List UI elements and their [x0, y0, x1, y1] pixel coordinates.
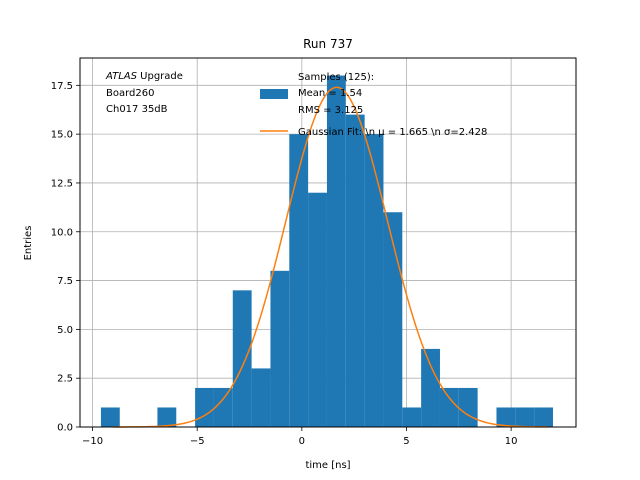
y-tick-label: 12.5: [51, 178, 73, 189]
x-axis-label: time [ns]: [305, 460, 350, 471]
histogram-bar: [251, 368, 271, 427]
y-axis-label: Entries: [23, 226, 34, 261]
x-tick-label: −10: [82, 436, 103, 447]
fit-curve-group: [113, 86, 549, 428]
legend-samples-patch: [260, 89, 288, 99]
histogram-bar: [289, 134, 309, 427]
annotation-italic: ATLAS: [105, 71, 138, 82]
histogram-bars: [100, 75, 553, 428]
histogram-bar: [364, 134, 384, 427]
y-tick-label: 2.5: [57, 374, 73, 385]
y-tick-label: 17.5: [51, 81, 73, 92]
legend-samples-line-2: Mean = 1.54: [298, 88, 362, 99]
atlas-annotation: ATLAS Upgrade Board260 Ch017 35dB: [105, 71, 183, 115]
histogram-bar: [326, 75, 346, 428]
annotation-line-3: Ch017 35dB: [106, 104, 168, 115]
plot-frame: [79, 57, 577, 428]
x-tick-label: 0: [299, 436, 305, 447]
x-tick-label: 10: [505, 436, 518, 447]
gaussian-fit-curve: [113, 86, 549, 428]
legend: Samples (125): Mean = 1.54 RMS = 3.125 G…: [260, 72, 487, 138]
histogram-bar: [421, 348, 440, 427]
histogram-bar: [534, 407, 553, 427]
y-tick-label: 10.0: [51, 227, 73, 238]
histogram-bar: [496, 407, 516, 427]
histogram-bar: [100, 407, 120, 427]
x-tick-label: −5: [190, 436, 205, 447]
histogram-bar: [402, 407, 422, 427]
histogram-bar: [383, 212, 403, 427]
y-tick-label: 7.5: [57, 276, 73, 287]
histogram-bar: [345, 114, 365, 427]
histogram-bar: [308, 192, 327, 427]
histogram-bar: [213, 387, 233, 427]
y-tick-label: 5.0: [57, 325, 73, 336]
y-axis-ticks: 0.0 2.5 5.0 7.5 10.0 12.5 15.0 17.5: [51, 81, 80, 434]
annotation-rest: Upgrade: [137, 71, 183, 82]
histogram-bar: [458, 387, 478, 427]
legend-fit-label: Gaussian Fit: \n μ = 1.665 \n σ=2.428: [298, 127, 487, 138]
histogram-bar: [439, 387, 459, 427]
chart-title: Run 737: [303, 37, 353, 51]
histogram-bar: [270, 270, 290, 427]
x-axis-ticks: −10 −5 0 5 10: [82, 427, 517, 447]
annotation-line-2: Board260: [106, 88, 154, 99]
y-tick-label: 15.0: [51, 130, 73, 141]
legend-samples-line-1: Samples (125):: [298, 72, 374, 83]
legend-samples-line-3: RMS = 3.125: [298, 105, 363, 116]
histogram-bar: [157, 407, 177, 427]
y-tick-label: 0.0: [57, 423, 73, 434]
histogram-bar: [515, 407, 535, 427]
histogram-bar: [195, 387, 214, 427]
x-tick-label: 5: [403, 436, 409, 447]
histogram-bar: [232, 290, 252, 427]
annotation-line-1: ATLAS Upgrade: [105, 71, 183, 82]
